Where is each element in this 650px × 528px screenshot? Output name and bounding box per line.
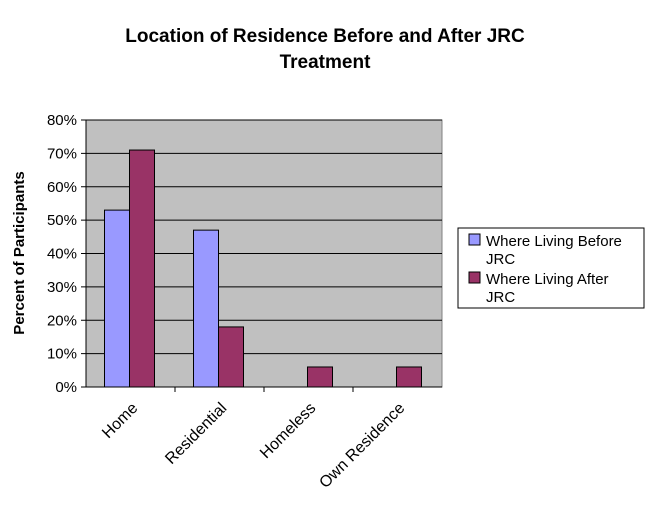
bar-after-homeless [307,366,333,388]
y-tick-label: 0% [55,379,77,396]
bar-before-residential [193,229,219,388]
chart-title: Location of Residence Before and After J… [125,26,525,73]
y-tick-label: 50% [47,212,77,229]
bar-after-residential [218,326,244,388]
y-tick-label: 80% [47,112,77,129]
y-tick-label: 40% [47,246,77,263]
legend-swatch-before [468,233,481,246]
chart-title-line-2: Treatment [280,52,371,73]
y-tick-labels: 0% 10% 20% 30% 40% 50% 60% 70% 80% [47,112,86,396]
legend-label-before-line-2: JRC [486,251,515,268]
legend-label-after-line-1: Where Living After [486,271,609,288]
y-tick-label: 30% [47,279,77,296]
bar-after-home [129,149,155,388]
legend-box [457,227,645,309]
chart-title-line-1: Location of Residence Before and After J… [125,26,525,47]
legend-swatch-after [468,271,481,284]
legend-label-before-line-1: Where Living Before [486,233,622,250]
legend-label-after-line-2: JRC [486,289,515,306]
y-tick-label: 70% [47,145,77,162]
legend: Where Living Before JRC Where Living Aft… [457,227,645,309]
bar-after-own-residence [396,366,422,388]
y-axis-label: Percent of Participants [11,171,28,334]
y-tick-label: 10% [47,346,77,363]
y-tick-label: 20% [47,312,77,329]
x-category-label: Residential [162,400,230,468]
x-category-label: Homeless [257,400,319,462]
y-tick-label: 60% [47,179,77,196]
bars [104,149,422,388]
x-category-label: Own Residence [316,400,408,492]
bar-before-home [104,209,130,388]
x-category-label: Home [99,400,141,442]
